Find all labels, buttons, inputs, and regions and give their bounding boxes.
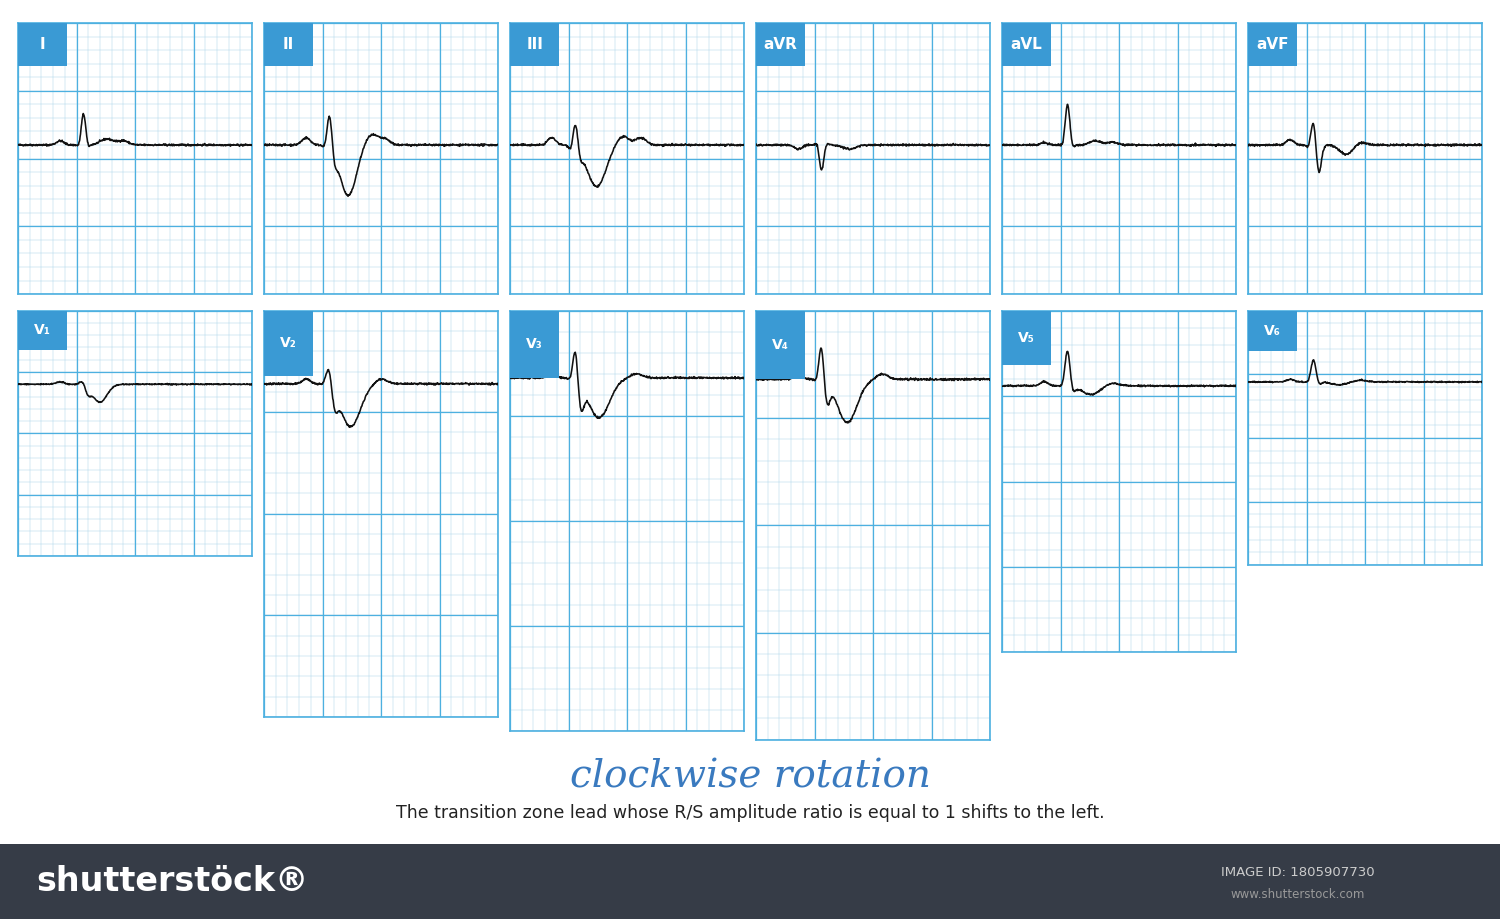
FancyBboxPatch shape xyxy=(264,23,314,66)
Text: aVR: aVR xyxy=(764,37,798,52)
Text: The transition zone lead whose R/S amplitude ratio is equal to 1 shifts to the l: The transition zone lead whose R/S ampli… xyxy=(396,804,1104,823)
FancyBboxPatch shape xyxy=(264,311,314,376)
FancyBboxPatch shape xyxy=(18,311,68,350)
Text: V₃: V₃ xyxy=(526,337,543,351)
FancyBboxPatch shape xyxy=(756,311,806,380)
Text: aVL: aVL xyxy=(1011,37,1042,52)
Text: III: III xyxy=(526,37,543,52)
Text: clockwise rotation: clockwise rotation xyxy=(570,758,930,795)
FancyBboxPatch shape xyxy=(18,23,68,66)
FancyBboxPatch shape xyxy=(756,23,806,66)
FancyBboxPatch shape xyxy=(510,311,560,378)
Text: www.shutterstock.com: www.shutterstock.com xyxy=(1230,889,1365,902)
Text: V₅: V₅ xyxy=(1019,331,1035,345)
Text: V₁: V₁ xyxy=(34,323,51,337)
FancyBboxPatch shape xyxy=(1248,311,1298,351)
Text: shutterstöck®: shutterstöck® xyxy=(36,865,309,898)
Text: II: II xyxy=(284,37,294,52)
FancyBboxPatch shape xyxy=(510,23,560,66)
FancyBboxPatch shape xyxy=(1002,311,1052,366)
FancyBboxPatch shape xyxy=(1002,23,1052,66)
Text: V₂: V₂ xyxy=(280,336,297,350)
Text: I: I xyxy=(40,37,45,52)
Text: aVF: aVF xyxy=(1257,37,1288,52)
FancyBboxPatch shape xyxy=(1248,23,1298,66)
Text: IMAGE ID: 1805907730: IMAGE ID: 1805907730 xyxy=(1221,866,1374,879)
Text: V₄: V₄ xyxy=(772,338,789,352)
Text: V₆: V₆ xyxy=(1264,324,1281,338)
